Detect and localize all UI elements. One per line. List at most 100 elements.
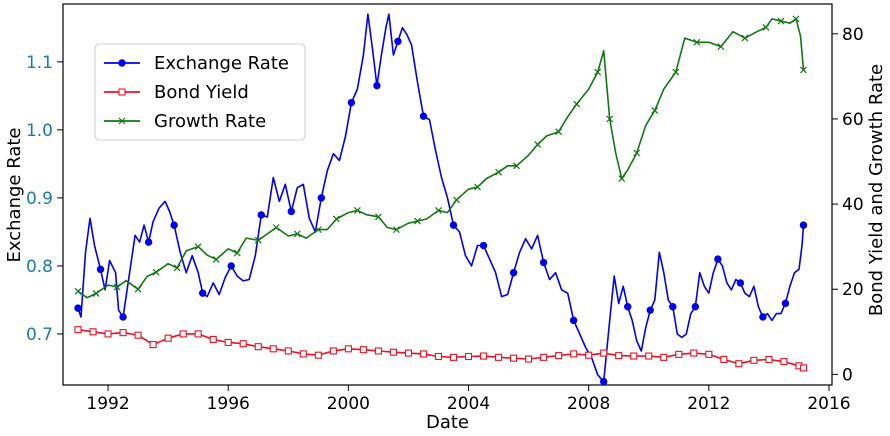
data-point-bond-yield <box>314 351 322 359</box>
data-point-growth-rate <box>633 149 641 157</box>
data-point-exchange-rate <box>539 258 548 267</box>
data-point-growth-rate <box>314 226 322 234</box>
right-tick-label: 60 <box>842 110 864 130</box>
data-point-growth-rate <box>717 43 725 50</box>
data-point-growth-rate <box>792 15 800 23</box>
data-point-bond-yield <box>434 352 443 361</box>
data-point-exchange-rate <box>624 303 632 311</box>
data-point-exchange-rate <box>74 304 82 312</box>
right-tick-label: 0 <box>842 365 853 385</box>
right-tick-label: 80 <box>842 25 864 45</box>
data-point-bond-yield <box>329 347 337 355</box>
data-point-exchange-rate <box>714 255 722 263</box>
x-axis-title: Date <box>426 412 469 433</box>
data-point-bond-yield <box>74 326 82 334</box>
data-point-exchange-rate <box>781 299 790 308</box>
x-tick-label: 1992 <box>86 394 129 414</box>
data-point-exchange-rate <box>759 313 767 321</box>
data-point-exchange-rate <box>347 98 356 107</box>
data-point-exchange-rate <box>96 265 105 274</box>
data-point-bond-yield <box>269 345 277 353</box>
data-point-bond-yield <box>419 350 428 358</box>
data-point-bond-yield <box>780 358 788 366</box>
data-point-growth-rate <box>534 141 542 148</box>
data-point-exchange-rate <box>394 37 402 46</box>
data-point-growth-rate <box>453 196 460 204</box>
x-tick-label: 2004 <box>447 394 490 414</box>
data-point-bond-yield <box>765 355 773 364</box>
left-tick-label: 1.1 <box>26 53 53 73</box>
data-point-bond-yield <box>389 348 397 356</box>
data-point-bond-yield <box>720 355 728 364</box>
data-point-growth-rate <box>513 162 521 170</box>
data-point-exchange-rate <box>509 269 518 277</box>
right-tick-label: 20 <box>842 280 864 300</box>
data-point-growth-rate <box>254 236 262 244</box>
data-point-bond-yield <box>660 353 668 361</box>
left-tick-label: 0.7 <box>26 325 53 345</box>
plot-frame <box>62 3 833 386</box>
legend-marker <box>118 88 126 96</box>
left-axis-title: Exchange Rate <box>4 128 25 263</box>
data-point-bond-yield <box>119 329 127 337</box>
legend-box <box>94 43 306 141</box>
data-point-bond-yield <box>404 349 412 357</box>
data-point-growth-rate <box>152 268 160 276</box>
data-point-growth-rate <box>74 287 82 295</box>
data-point-growth-rate <box>113 283 121 291</box>
data-point-bond-yield <box>299 350 307 358</box>
data-point-growth-rate <box>651 107 659 114</box>
data-point-growth-rate <box>173 264 181 272</box>
legend-label: Exchange Rate <box>154 53 289 74</box>
data-point-exchange-rate <box>119 313 127 321</box>
legend-item-bond-yield: Bond Yield <box>104 82 249 103</box>
left-tick-label: 0.8 <box>26 257 53 277</box>
data-point-exchange-rate <box>569 316 578 325</box>
data-point-growth-rate <box>92 290 100 297</box>
series-growth-rate <box>74 15 807 299</box>
data-point-growth-rate <box>555 128 563 136</box>
data-point-exchange-rate <box>449 221 458 229</box>
data-point-exchange-rate <box>479 241 488 250</box>
data-point-bond-yield <box>254 343 262 351</box>
data-point-exchange-rate <box>600 377 608 386</box>
legend-label: Growth Rate <box>154 111 266 132</box>
right-tick-label: 40 <box>842 195 864 215</box>
data-point-bond-yield <box>630 352 638 360</box>
x-axis-ticks: 1992 1996 2000 2004 2008 2012 2016 <box>86 385 851 414</box>
data-point-bond-yield <box>615 352 623 360</box>
data-point-growth-rate <box>134 285 142 293</box>
data-point-bond-yield <box>89 328 97 336</box>
data-point-growth-rate <box>393 226 400 234</box>
data-point-bond-yield <box>540 353 548 361</box>
data-point-growth-rate <box>293 230 301 238</box>
data-point-growth-rate <box>800 66 807 74</box>
left-tick-label: 1.0 <box>26 121 53 141</box>
data-point-growth-rate <box>353 207 361 214</box>
data-point-bond-yield <box>585 351 593 359</box>
data-point-growth-rate <box>693 38 701 46</box>
data-point-exchange-rate <box>646 306 654 314</box>
data-point-bond-yield <box>284 347 292 355</box>
series-exchange-rate <box>74 13 808 386</box>
data-point-growth-rate <box>741 34 749 42</box>
data-point-bond-yield <box>675 350 683 358</box>
data-point-bond-yield <box>799 364 808 372</box>
data-point-exchange-rate <box>257 211 265 219</box>
data-point-bond-yield <box>705 350 713 358</box>
x-tick-label: 2000 <box>327 394 370 414</box>
data-point-bond-yield <box>164 334 172 342</box>
data-point-exchange-rate <box>799 221 808 229</box>
data-point-bond-yield <box>104 330 112 338</box>
data-point-growth-rate <box>212 255 220 263</box>
data-point-growth-rate <box>573 100 581 108</box>
legend-label: Bond Yield <box>154 82 249 103</box>
x-tick-label: 2008 <box>567 394 610 414</box>
legend: Exchange Rate Bond Yield Growth Rate <box>94 43 306 141</box>
data-point-growth-rate <box>374 213 382 221</box>
data-point-exchange-rate <box>373 81 381 90</box>
data-point-exchange-rate <box>198 289 207 297</box>
legend-item-exchange-rate: Exchange Rate <box>104 53 289 74</box>
legend-item-growth-rate: Growth Rate <box>104 111 266 132</box>
